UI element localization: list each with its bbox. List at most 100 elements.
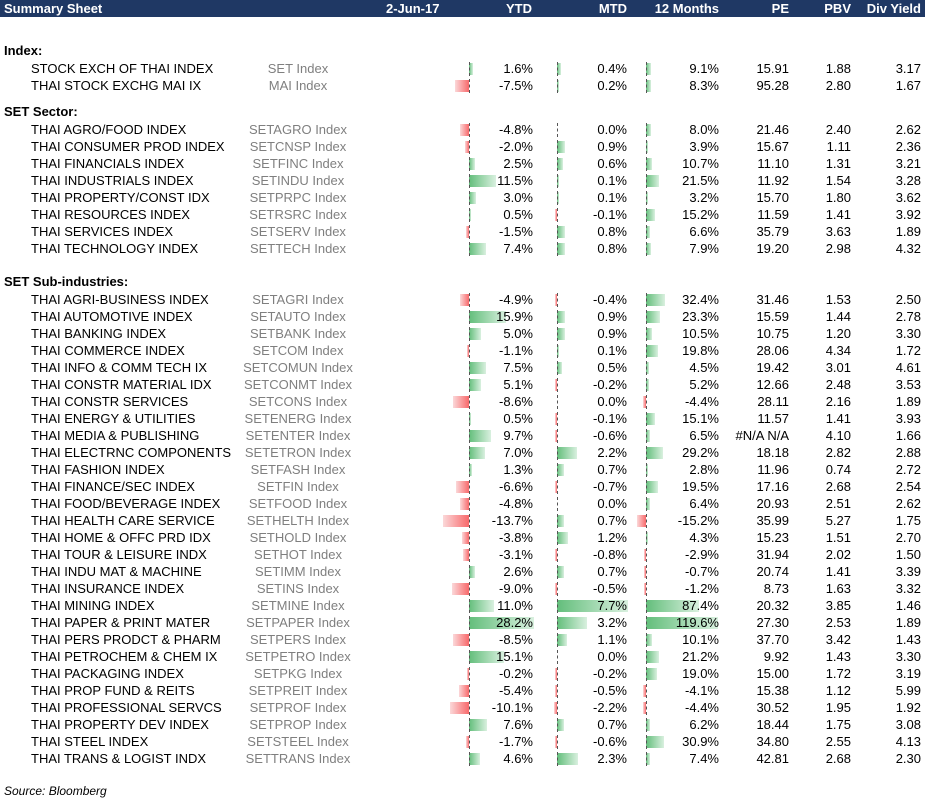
index-ticker: SETMINE Index — [251, 598, 345, 613]
pbv-value: 1.43 — [825, 649, 851, 664]
pe-value: 27.30 — [756, 615, 789, 630]
mtd-value: 0.9% — [597, 309, 627, 324]
table-row: THAI PACKAGING INDEX SETPKG Index -0.2% -0.… — [0, 665, 925, 682]
pbv-value: 2.02 — [825, 547, 851, 562]
mtd-bar-axis — [557, 191, 559, 205]
mtd-value: 0.0% — [597, 394, 627, 409]
m12-data-bar — [645, 447, 664, 459]
table-row: THAI MINING INDEX SETMINE Index 11.0% 7.7% 8… — [0, 597, 925, 614]
index-name: THAI AGRO/FOOD INDEX — [31, 122, 187, 137]
pbv-value: 1.80 — [825, 190, 851, 205]
pe-value: 18.18 — [756, 445, 789, 460]
ytd-data-bar — [469, 464, 473, 476]
ytd-value: 5.1% — [503, 377, 533, 392]
12-month-value: 29.2% — [682, 445, 719, 460]
mtd-data-bar — [555, 549, 558, 561]
ytd-data-bar — [469, 430, 492, 442]
index-ticker: SET Index — [267, 61, 329, 76]
m12-bar-axis — [645, 633, 647, 647]
ytd-bar-axis — [469, 395, 471, 409]
table-row: THAI AGRI-BUSINESS INDEX SETAGRI Index -4.… — [0, 291, 925, 308]
pbv-value: 1.53 — [825, 292, 851, 307]
col-header-mtd: MTD — [598, 1, 627, 16]
pe-value: 15.67 — [756, 139, 789, 154]
mtd-value: -0.8% — [593, 547, 627, 562]
12-month-value: 19.0% — [682, 666, 719, 681]
pe-value: 17.16 — [756, 479, 789, 494]
m12-data-bar — [645, 141, 649, 153]
ytd-bar-axis — [469, 463, 471, 477]
index-ticker: SETCOM Index — [252, 343, 344, 358]
mtd-bar-axis — [557, 565, 559, 579]
mtd-value: 0.5% — [597, 360, 627, 375]
m12-bar-axis — [645, 395, 647, 409]
div-yield-value: 1.89 — [895, 394, 921, 409]
ytd-value: 28.2% — [496, 615, 533, 630]
ytd-data-bar — [469, 328, 481, 340]
ytd-value: 0.5% — [503, 207, 533, 222]
pe-value: 9.92 — [763, 649, 789, 664]
m12-bar-axis — [645, 684, 647, 698]
m12-bar-axis — [645, 361, 647, 375]
mtd-value: 0.1% — [597, 190, 627, 205]
m12-data-bar — [645, 192, 648, 204]
pe-value: 20.74 — [756, 564, 789, 579]
index-ticker: SETFINC Index — [252, 156, 344, 171]
table-row: THAI TOUR & LEISURE INDX SETHOT Index -3.1… — [0, 546, 925, 563]
12-month-value: 30.9% — [682, 734, 719, 749]
div-yield-value: 1.67 — [895, 78, 921, 93]
pe-value: 12.66 — [756, 377, 789, 392]
sheet-title: Summary Sheet — [4, 1, 103, 16]
mtd-data-bar — [555, 430, 558, 442]
index-name: THAI CONSTR SERVICES — [31, 394, 189, 409]
ytd-bar-axis — [469, 242, 471, 256]
pbv-value: 2.16 — [825, 394, 851, 409]
mtd-value: 0.1% — [597, 173, 627, 188]
ytd-value: 3.0% — [503, 190, 533, 205]
mtd-value: 0.2% — [597, 78, 627, 93]
pe-value: 20.93 — [756, 496, 789, 511]
m12-bar-axis — [645, 344, 647, 358]
mtd-data-bar — [557, 328, 566, 340]
index-name: THAI BANKING INDEX — [31, 326, 167, 341]
mtd-data-bar — [557, 175, 560, 187]
pe-value: 37.70 — [756, 632, 789, 647]
m12-bar-axis — [645, 327, 647, 341]
ytd-bar-axis — [469, 310, 471, 324]
m12-bar-axis — [645, 429, 647, 443]
mtd-data-bar — [557, 617, 587, 629]
mtd-bar-axis — [557, 667, 559, 681]
div-yield-value: 2.62 — [895, 496, 921, 511]
12-month-value: -4.1% — [685, 683, 719, 698]
m12-bar-axis — [645, 735, 647, 749]
pe-value: 11.57 — [757, 411, 789, 426]
pbv-value: 1.75 — [825, 717, 851, 732]
div-yield-value: 4.13 — [895, 734, 921, 749]
ytd-value: 7.6% — [503, 717, 533, 732]
pe-value: 19.20 — [756, 241, 789, 256]
ytd-bar-axis — [469, 412, 471, 426]
mtd-bar-axis — [557, 378, 559, 392]
mtd-bar-axis — [557, 548, 559, 562]
m12-bar-axis — [645, 480, 647, 494]
index-name: THAI PERS PRODCT & PHARM — [31, 632, 221, 647]
mtd-value: -0.6% — [593, 428, 627, 443]
mtd-value: 0.0% — [597, 496, 627, 511]
12-month-value: 19.5% — [682, 479, 719, 494]
mtd-value: 0.0% — [597, 122, 627, 137]
mtd-value: 0.0% — [597, 649, 627, 664]
mtd-bar-axis — [557, 752, 559, 766]
index-name: THAI MINING INDEX — [31, 598, 155, 613]
mtd-value: -0.5% — [593, 581, 627, 596]
m12-data-bar — [645, 124, 651, 136]
12-month-value: 3.2% — [689, 190, 719, 205]
pe-value: 11.92 — [757, 173, 789, 188]
ytd-bar-axis — [469, 701, 471, 715]
ytd-data-bar — [442, 515, 470, 527]
ytd-bar-axis — [469, 361, 471, 375]
m12-data-bar — [645, 63, 652, 75]
col-header-pe: PE — [771, 1, 789, 16]
ytd-value: 15.1% — [496, 649, 533, 664]
12-month-value: -4.4% — [685, 394, 719, 409]
table-row: THAI AUTOMOTIVE INDEX SETAUTO Index 15.9% 0… — [0, 308, 925, 325]
